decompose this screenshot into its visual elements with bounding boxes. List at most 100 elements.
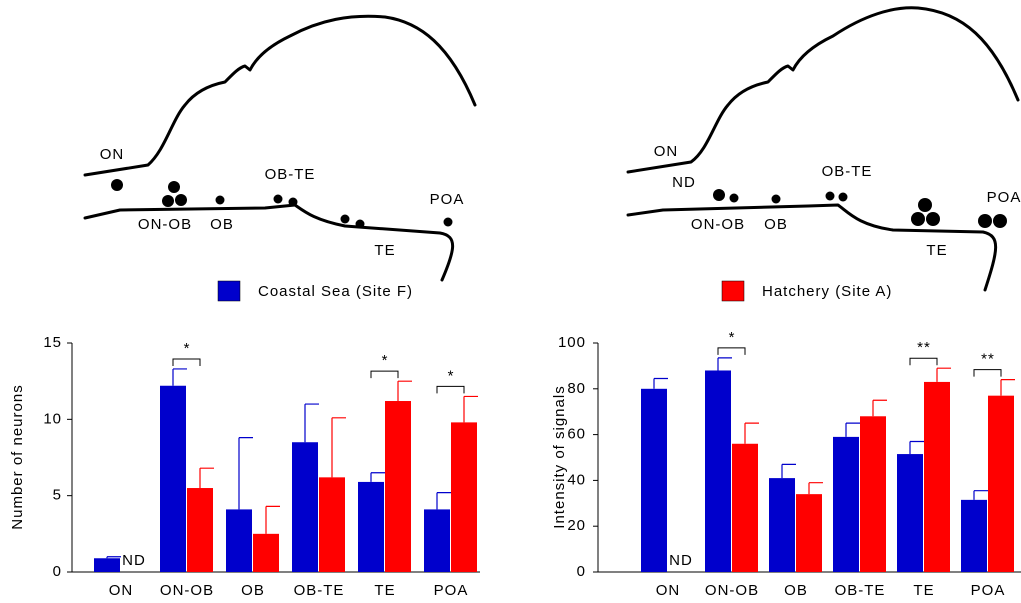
bar xyxy=(226,509,252,572)
significance-bracket xyxy=(371,371,398,378)
bar xyxy=(94,558,120,572)
region-label: OB xyxy=(764,216,788,233)
significance-bracket xyxy=(718,348,745,355)
bar xyxy=(924,382,950,572)
bar xyxy=(424,509,450,572)
error-bar xyxy=(654,378,668,388)
error-bar xyxy=(437,493,451,510)
significance-label: * xyxy=(448,367,455,384)
region-label: ND xyxy=(672,174,696,191)
error-bar xyxy=(266,506,280,533)
region-label: TE xyxy=(374,242,395,259)
region-label: TE xyxy=(926,242,947,259)
x-tick-label: POA xyxy=(971,582,1006,599)
x-tick-label: OB-TE xyxy=(294,582,345,599)
value-label: ND xyxy=(122,552,146,569)
bar xyxy=(358,482,384,572)
error-bar xyxy=(809,483,823,494)
error-bar xyxy=(239,438,253,510)
error-bar xyxy=(464,396,478,422)
y-tick-label: 60 xyxy=(567,426,586,443)
y-tick-label: 20 xyxy=(567,517,586,534)
region-label: ON-OB xyxy=(138,216,192,233)
error-bar xyxy=(937,368,951,382)
x-tick-label: OB xyxy=(784,582,808,599)
error-bar xyxy=(873,400,887,416)
error-bar xyxy=(398,381,412,401)
bar xyxy=(451,422,477,572)
error-bar xyxy=(718,358,732,371)
y-tick-label: 0 xyxy=(53,563,62,580)
bar xyxy=(988,396,1014,572)
error-bar xyxy=(745,423,759,444)
region-label: ON xyxy=(654,143,679,160)
x-tick-label: POA xyxy=(434,582,469,599)
brain-diagram xyxy=(628,8,1018,290)
bar xyxy=(769,478,795,572)
figure: ON ON-OB OB OB-TE TE POA ON ND ON-OB OB OB-TE TE POA… xyxy=(0,0,1021,603)
significance-bracket xyxy=(910,358,937,365)
bar xyxy=(796,494,822,572)
bar xyxy=(641,389,667,572)
error-bar xyxy=(332,418,346,478)
significance-bracket xyxy=(173,359,200,366)
error-bar xyxy=(910,441,924,454)
x-tick-label: ON xyxy=(656,582,681,599)
x-tick-label: TE xyxy=(374,582,395,599)
region-label: OB xyxy=(210,216,234,233)
bar xyxy=(732,444,758,572)
legend-label: Coastal Sea (Site F) xyxy=(258,283,413,300)
y-tick-label: 80 xyxy=(567,380,586,397)
error-bar xyxy=(1001,380,1015,396)
bar xyxy=(705,370,731,572)
significance-bracket xyxy=(974,370,1001,377)
bar xyxy=(160,386,186,572)
error-bar xyxy=(173,369,187,386)
error-bar xyxy=(846,423,860,437)
y-tick-label: 100 xyxy=(558,334,586,351)
bar xyxy=(833,437,859,572)
region-label: ON xyxy=(100,146,125,163)
y-axis-title: Intensity of signals xyxy=(551,385,568,528)
x-tick-label: ON-OB xyxy=(705,582,759,599)
brain-diagram xyxy=(85,16,475,280)
x-tick-label: TE xyxy=(913,582,934,599)
error-bar xyxy=(371,473,385,482)
significance-bracket xyxy=(437,386,464,393)
bar xyxy=(187,488,213,572)
bar xyxy=(385,401,411,572)
bar xyxy=(961,500,987,572)
outline xyxy=(85,16,475,175)
bar xyxy=(860,416,886,572)
y-tick-label: 0 xyxy=(577,563,586,580)
region-label: OB-TE xyxy=(822,163,873,180)
significance-label: ** xyxy=(981,351,995,368)
error-bar xyxy=(305,404,319,442)
legend-swatch xyxy=(218,281,240,301)
y-tick-label: 15 xyxy=(43,334,62,351)
legend-label: Hatchery (Site A) xyxy=(762,283,892,300)
x-tick-label: OB xyxy=(241,582,265,599)
significance-label: ** xyxy=(917,339,931,356)
region-label: POA xyxy=(430,191,465,208)
y-axis-title: Number of neurons xyxy=(9,384,26,529)
y-tick-label: 5 xyxy=(53,487,62,504)
x-tick-label: ON xyxy=(109,582,134,599)
bar xyxy=(897,454,923,572)
bar xyxy=(292,442,318,572)
page: ON ON-OB OB OB-TE TE POA ON ND ON-OB OB OB-TE TE POA… xyxy=(0,0,1021,603)
y-tick-label: 40 xyxy=(567,471,586,488)
region-label: ON-OB xyxy=(691,216,745,233)
value-label: ND xyxy=(669,552,693,569)
legend-swatch xyxy=(722,281,744,301)
outline xyxy=(628,8,1018,172)
region-label: OB-TE xyxy=(265,166,316,183)
bar xyxy=(253,534,279,572)
error-bar xyxy=(200,468,214,488)
significance-label: * xyxy=(729,329,736,346)
x-tick-label: ON-OB xyxy=(160,582,214,599)
error-bar xyxy=(107,557,121,559)
error-bar xyxy=(974,491,988,500)
significance-label: * xyxy=(184,340,191,357)
x-tick-label: OB-TE xyxy=(835,582,886,599)
